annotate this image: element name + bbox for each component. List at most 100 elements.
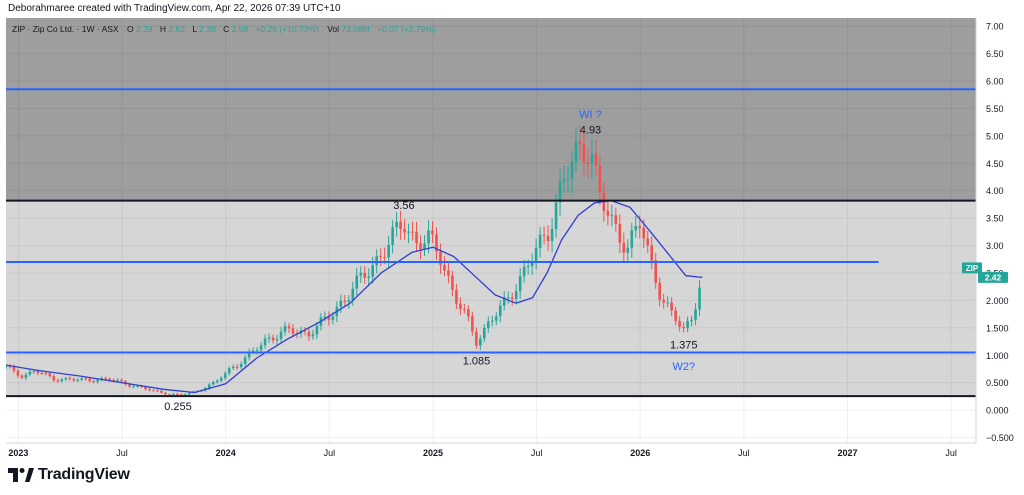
legend-low-value: 2.38 bbox=[199, 24, 216, 34]
candle-body bbox=[415, 231, 418, 244]
candle-body bbox=[403, 229, 406, 233]
candle-body bbox=[271, 337, 275, 341]
candle-body bbox=[670, 302, 673, 311]
candle-body bbox=[251, 350, 255, 352]
candle-body bbox=[211, 382, 215, 385]
price-tick-label: 1.000 bbox=[986, 351, 1009, 361]
candle-body bbox=[128, 384, 131, 387]
candle-body bbox=[443, 264, 446, 271]
candle-body bbox=[698, 287, 701, 310]
candle-body bbox=[447, 270, 450, 276]
candle-body bbox=[207, 384, 211, 389]
time-tick-label: Jul bbox=[531, 448, 543, 458]
moving-average-line bbox=[6, 199, 703, 394]
legend-high-value: 2.62 bbox=[168, 24, 185, 34]
candle-body bbox=[554, 202, 558, 229]
candle-body bbox=[104, 378, 107, 380]
candle-body bbox=[578, 141, 582, 145]
candle-body bbox=[28, 371, 32, 375]
candle-body bbox=[164, 392, 167, 395]
candle-body bbox=[538, 234, 542, 248]
candle-body bbox=[363, 272, 367, 278]
time-tick-label: Jul bbox=[738, 448, 750, 458]
candle-body bbox=[634, 226, 638, 231]
candle-body bbox=[614, 215, 618, 224]
last-price-tag: ZIP 2.42 bbox=[962, 262, 1008, 283]
candle-body bbox=[136, 385, 139, 387]
candle-body bbox=[255, 350, 259, 352]
annotation-label: 1.375 bbox=[670, 340, 698, 352]
candle-body bbox=[315, 325, 319, 335]
candle-body bbox=[419, 243, 422, 250]
price-tick-label: 5.00 bbox=[986, 131, 1004, 141]
candle-body bbox=[566, 178, 570, 180]
candle-body bbox=[558, 181, 562, 203]
candle-body bbox=[483, 327, 486, 339]
legend-high-label: H bbox=[160, 24, 166, 34]
chart-frame[interactable]: 0.255 3.56 1.085 4.93 WI ? 1.375 W2? ZIP · Zip… bbox=[6, 18, 1018, 458]
brand-name[interactable]: TradingView bbox=[38, 466, 130, 483]
candle-body bbox=[44, 373, 48, 375]
candle-body bbox=[658, 282, 661, 300]
candle-body bbox=[188, 392, 191, 395]
price-tick-label: 5.50 bbox=[986, 104, 1004, 114]
last-price-value-tag bbox=[978, 271, 1008, 283]
candle-body bbox=[598, 165, 602, 193]
tradingview-logo-icon[interactable] bbox=[8, 467, 34, 483]
candle-body bbox=[12, 366, 16, 371]
candle-body bbox=[574, 141, 578, 162]
candle-body bbox=[247, 351, 251, 358]
candle-body bbox=[331, 316, 335, 320]
candle-body bbox=[359, 272, 363, 276]
candle-body bbox=[514, 291, 518, 299]
candle-body bbox=[395, 221, 398, 228]
price-axis: 7.006.506.005.505.004.504.003.503.002.50… bbox=[975, 18, 1018, 458]
price-tick-label: 4.00 bbox=[986, 186, 1004, 196]
candle-body bbox=[431, 230, 434, 235]
candle-body bbox=[650, 245, 654, 261]
symbol-legend: ZIP · Zip Co Ltd. · 1W · ASX O 2.39 H 2.… bbox=[12, 24, 436, 34]
time-tick-label: Jul bbox=[324, 448, 336, 458]
candle-body bbox=[606, 210, 610, 216]
candle-body bbox=[638, 226, 642, 229]
time-tick-label: 2025 bbox=[423, 448, 443, 458]
candle-body bbox=[152, 390, 155, 392]
candle-body bbox=[534, 247, 538, 263]
candle-body bbox=[423, 243, 426, 250]
price-chart[interactable]: 0.255 3.56 1.085 4.93 WI ? 1.375 W2? ZIP · Zip… bbox=[6, 18, 1018, 458]
candle-body bbox=[518, 276, 522, 292]
candle-body bbox=[451, 275, 454, 290]
legend-volume-value: 73.08M bbox=[341, 24, 369, 34]
candle-body bbox=[622, 242, 626, 253]
candle-body bbox=[6, 366, 8, 368]
candle-body bbox=[526, 266, 530, 268]
candle-body bbox=[506, 297, 510, 299]
zone-light bbox=[6, 200, 976, 397]
candle-body bbox=[371, 265, 374, 277]
candle-body bbox=[64, 378, 68, 380]
candle-body bbox=[546, 235, 550, 242]
candle-body bbox=[486, 321, 490, 328]
candle-body bbox=[494, 316, 498, 321]
time-tick-label: Jul bbox=[116, 448, 128, 458]
candle-body bbox=[347, 300, 351, 302]
footer: TradingView bbox=[8, 464, 130, 486]
candle-body bbox=[84, 378, 88, 380]
chart-caption: Deborahmaree created with TradingView.co… bbox=[8, 3, 341, 14]
legend-symbol[interactable]: ZIP · Zip Co Ltd. · 1W · ASX bbox=[12, 24, 119, 34]
candle-body bbox=[327, 316, 331, 320]
candle-body bbox=[387, 244, 390, 258]
candle-body bbox=[144, 386, 147, 390]
candle-body bbox=[76, 379, 80, 381]
candle-body bbox=[407, 231, 410, 233]
annotation-label: WI ? bbox=[579, 109, 602, 121]
price-tick-label: 1.500 bbox=[986, 323, 1009, 333]
candle-body bbox=[383, 257, 386, 259]
candle-body bbox=[479, 338, 482, 346]
candle-body bbox=[626, 247, 630, 253]
candle-body bbox=[235, 366, 239, 368]
candle-body bbox=[20, 375, 24, 378]
candle-body bbox=[475, 331, 478, 346]
legend-change: +0.25 (+10.73%) bbox=[256, 24, 319, 34]
candle-body bbox=[307, 331, 311, 337]
